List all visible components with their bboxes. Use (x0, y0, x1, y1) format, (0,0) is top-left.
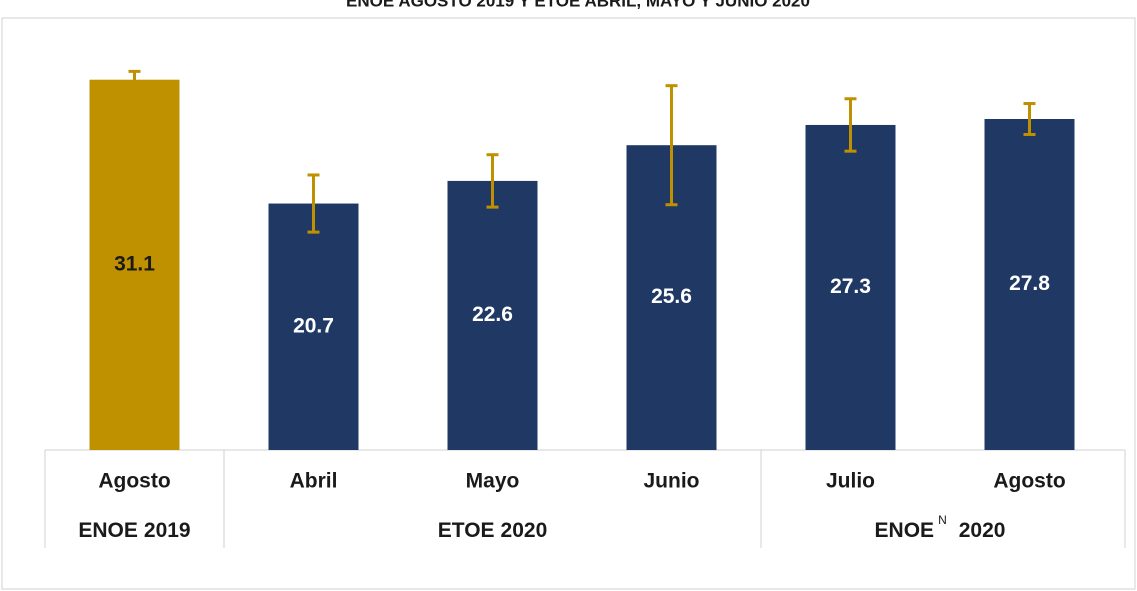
x-tick-label: Mayo (466, 470, 520, 493)
value-label: 22.6 (472, 303, 513, 326)
x-tick-label: Agosto (993, 470, 1065, 493)
group-year: 2020 (501, 519, 548, 542)
bar (268, 203, 359, 450)
group-year: 2019 (144, 519, 191, 542)
value-label: 20.7 (293, 314, 334, 337)
value-label: 27.3 (830, 275, 871, 298)
group-label: ENOE 2019 (78, 519, 190, 542)
group-name: ENOE (78, 519, 138, 542)
value-label: 25.6 (651, 285, 692, 308)
group-name: ENOE (875, 519, 935, 542)
x-tick-label: Agosto (98, 470, 170, 493)
value-label: 27.8 (1009, 272, 1050, 295)
x-tick-label: Julio (826, 470, 875, 493)
x-tick-label: Abril (290, 470, 338, 493)
bar (805, 124, 896, 450)
group-name: ETOE (438, 519, 495, 542)
group-label: ENOE N 2020 (875, 513, 1006, 541)
group-label: ETOE 2020 (438, 519, 548, 542)
group-superscript: N (938, 513, 947, 527)
group-year: 2020 (959, 519, 1006, 542)
bar (89, 79, 180, 450)
frame (1, 17, 1136, 590)
x-tick-label: Junio (644, 470, 700, 493)
value-label: 31.1 (114, 252, 155, 275)
bar (984, 119, 1075, 450)
chart-title: ENOE AGOSTO 2019 Y ETOE ABRIL, MAYO Y JU… (346, 0, 810, 10)
bar (447, 180, 538, 450)
